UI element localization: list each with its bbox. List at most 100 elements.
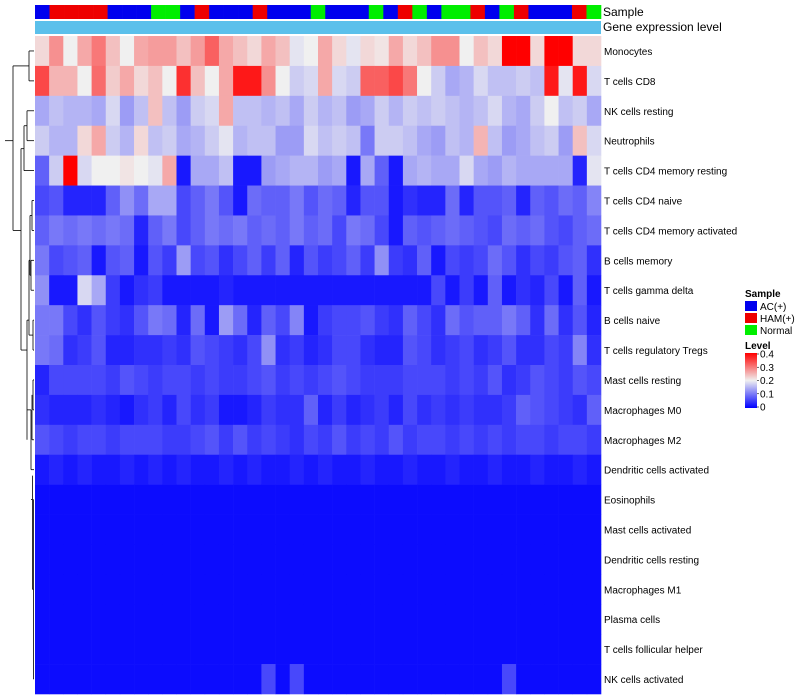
heatmap-cell (289, 574, 305, 605)
heatmap-cell (586, 424, 602, 456)
heatmap-cell (374, 544, 390, 575)
heatmap-cell (162, 215, 177, 246)
heatmap-cell (374, 634, 390, 665)
heatmap-cell (586, 484, 602, 515)
heatmap-cell (190, 215, 206, 246)
heatmap-cell (303, 424, 319, 456)
heatmap-cell (431, 36, 446, 67)
heatmap-cell (49, 424, 64, 456)
heatmap-cell (303, 664, 319, 695)
heatmap-cell (134, 664, 149, 695)
heatmap-cell (445, 275, 460, 306)
heatmap-cell (516, 664, 531, 695)
heatmap-cell (544, 305, 559, 336)
heatmap-cell (445, 215, 460, 246)
heatmap-cell (289, 185, 305, 216)
heatmap-cell (473, 664, 489, 695)
heatmap-cell (77, 454, 92, 485)
heatmap-cell (459, 394, 474, 426)
heatmap-cell (374, 335, 390, 366)
heatmap-cell (63, 95, 78, 127)
heatmap-cell (134, 484, 149, 515)
heatmap-cell (204, 544, 220, 575)
heatmap-cell (530, 365, 545, 396)
heatmap-cell (247, 95, 262, 127)
heatmap-cell (77, 305, 92, 336)
heatmap-cell (190, 544, 206, 575)
heatmap-cell (558, 484, 573, 515)
heatmap-cell (134, 394, 149, 426)
heatmap-cell (459, 125, 474, 156)
heatmap-cell (303, 95, 319, 127)
heatmap-cell (176, 125, 191, 156)
heatmap-cell (501, 215, 517, 246)
heatmap-cell (218, 65, 234, 97)
heatmap-cell (572, 245, 588, 276)
heatmap-cell (431, 634, 446, 665)
heatmap-cell (487, 634, 503, 665)
heatmap-cell (374, 65, 390, 97)
heatmap-cell (303, 65, 319, 97)
heatmap-cell (346, 155, 361, 186)
heatmap-cell (49, 484, 64, 515)
heatmap-cell (318, 125, 333, 156)
heatmap-cell (487, 484, 503, 515)
heatmap-cell (388, 454, 404, 485)
sample-annotation-cell (383, 5, 399, 19)
heatmap-cell (275, 664, 290, 695)
heatmap-cell (459, 634, 474, 665)
heatmap-cell (35, 95, 50, 127)
row-label: T cells regulatory Tregs (604, 346, 708, 357)
sample-annotation-cell (78, 5, 94, 19)
heatmap-cell (247, 634, 262, 665)
heatmap-cell (289, 424, 305, 456)
heatmap-cell (431, 484, 446, 515)
heatmap-cell (516, 424, 531, 456)
heatmap-cell (204, 215, 220, 246)
heatmap-cell (261, 365, 276, 396)
heatmap-cell (431, 125, 446, 156)
heatmap-cell (544, 245, 559, 276)
heatmap-cell (35, 305, 50, 336)
heatmap-cell (572, 454, 588, 485)
heatmap-cell (261, 664, 276, 695)
heatmap-cell (586, 664, 602, 695)
heatmap-cell (487, 454, 503, 485)
heatmap-cell (360, 394, 375, 426)
heatmap-cell (247, 245, 262, 276)
heatmap-cell (275, 484, 290, 515)
heatmap-cell (360, 245, 375, 276)
heatmap-cell (388, 604, 404, 635)
sample-annotation-cell (470, 5, 486, 19)
heatmap-cell (530, 245, 545, 276)
heatmap-cell (162, 36, 177, 67)
heatmap-cell (417, 185, 432, 216)
heatmap-cell (332, 215, 347, 246)
heatmap-cell (247, 65, 262, 97)
heatmap-cell (289, 335, 305, 366)
heatmap-cell (516, 365, 531, 396)
heatmap-cell (91, 275, 107, 306)
heatmap-cell (530, 634, 545, 665)
heatmap-cell (402, 65, 418, 97)
heatmap-cell (176, 604, 191, 635)
heatmap-cell (233, 514, 248, 545)
sample-annotation-cell (238, 5, 253, 19)
heatmap-cell (49, 335, 64, 366)
heatmap-cell (190, 125, 206, 156)
heatmap-cell (289, 604, 305, 635)
row-label: T cells CD4 naive (604, 197, 683, 208)
heatmap-cell (233, 365, 248, 396)
heatmap-cell (360, 574, 375, 605)
heatmap-cell (77, 484, 92, 515)
heatmap-cell (530, 36, 545, 67)
heatmap-cell (35, 454, 50, 485)
sample-annotation-cell (223, 5, 239, 19)
sample-annotation-cell (368, 5, 384, 19)
heatmap-cell (530, 574, 545, 605)
heatmap-cell (190, 185, 206, 216)
heatmap-cell (49, 215, 64, 246)
heatmap-cell (544, 95, 559, 127)
heatmap-cell (247, 36, 262, 67)
heatmap-cell (516, 275, 531, 306)
